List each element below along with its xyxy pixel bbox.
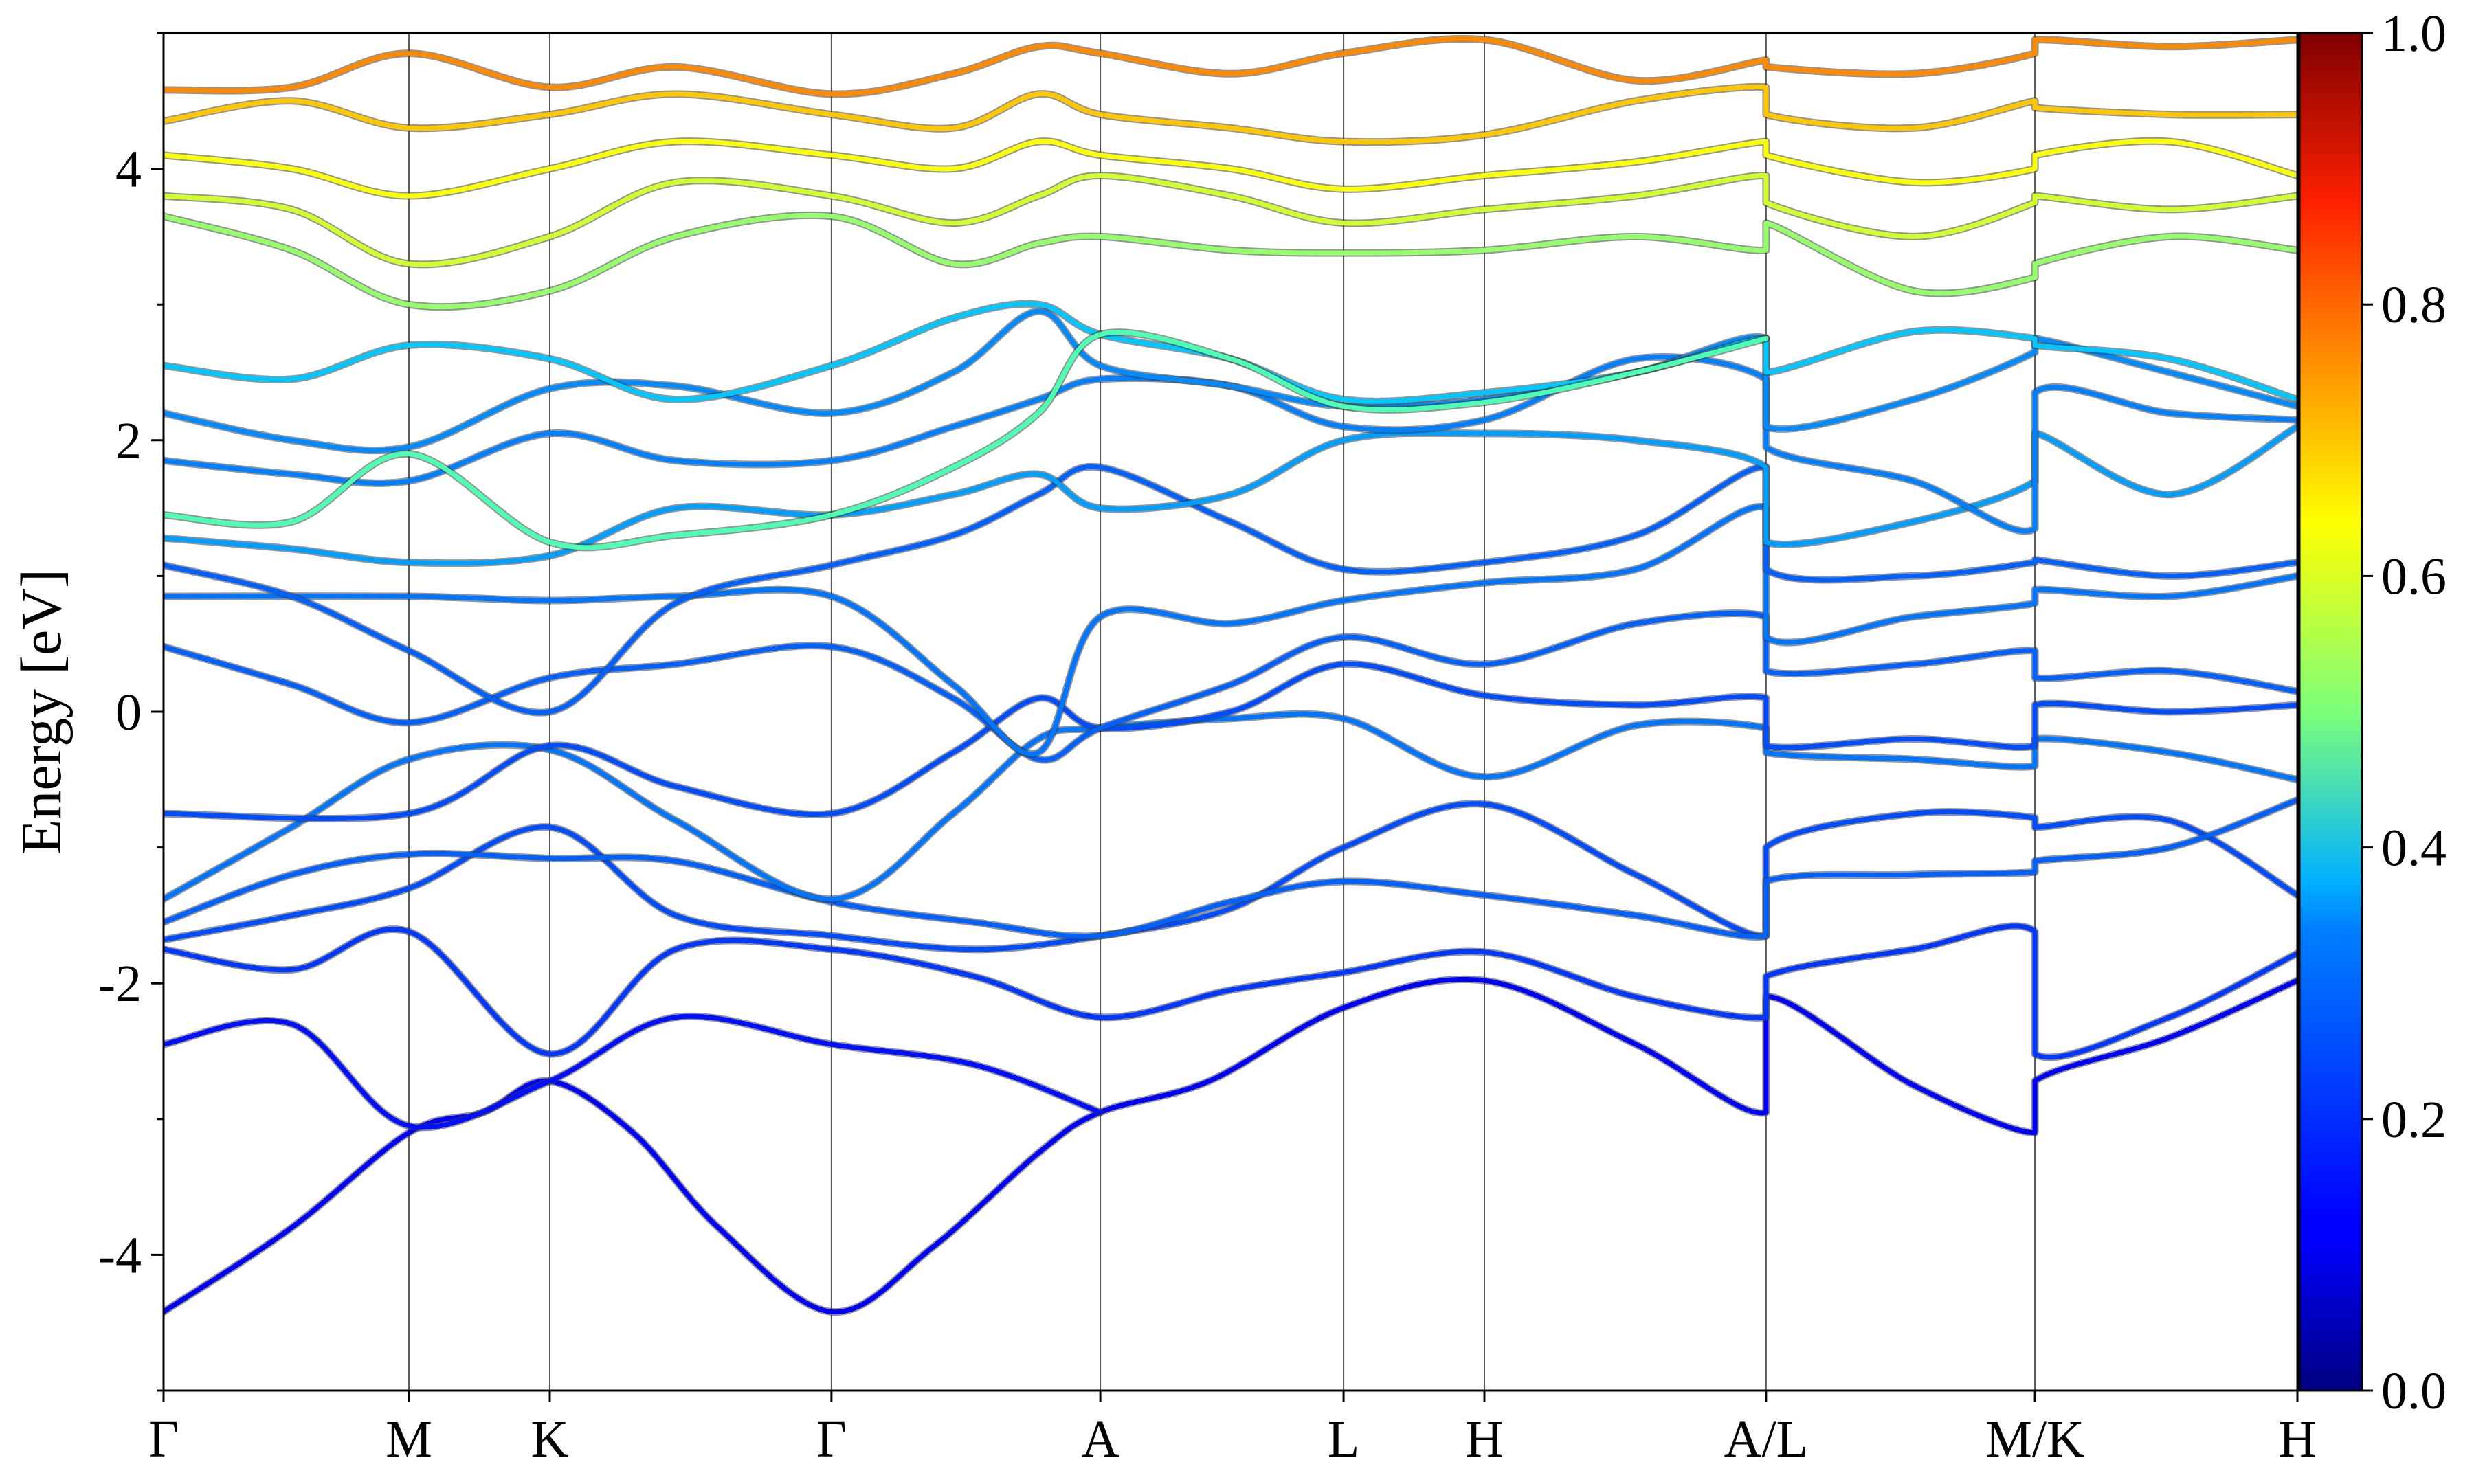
y-tick-label: 2 [115,412,142,470]
colorbar-tick-label: 0.8 [2381,276,2447,334]
colorbar-tick-label: 0.0 [2381,1362,2447,1420]
band-line [164,662,2297,822]
y-tick-label: -4 [98,1226,142,1284]
band-line [164,84,2297,145]
x-tick-label: M [386,1410,432,1468]
x-tick-label: A [1082,1410,1119,1468]
band-line [164,976,2297,1314]
high-symmetry-lines [408,33,2036,1391]
band-line-outline [164,211,2297,311]
x-tick-label: H [2279,1410,2317,1468]
band-line-outline [164,796,2297,941]
band-lines [164,34,2297,1316]
band-line [164,172,2297,267]
band-line [164,36,2297,97]
colorbar-tick-label: 0.4 [2381,820,2447,877]
band-line [164,1013,1103,1130]
x-tick-label: K [531,1410,569,1468]
y-tick-label: 4 [115,141,142,199]
band-line [164,801,2297,952]
band-line [164,611,2297,763]
y-axis-ticks: -4 -2 0 2 4 [98,32,164,1392]
x-tick-label: H [1466,1410,1504,1468]
colorbar-ticks: 0.0 0.2 0.4 0.6 0.8 1.0 [2362,5,2447,1420]
band-line-outline [164,975,2297,1316]
band-line [164,138,2297,199]
x-tick-label: Γ [816,1410,847,1468]
band-line [164,330,1769,550]
band-line [164,797,2297,939]
band-line [164,424,2297,566]
band-line [164,308,2297,453]
colorbar-tick-label: 0.2 [2381,1091,2447,1149]
x-tick-label: Γ [148,1410,179,1468]
x-tick-label: M/K [1985,1410,2084,1468]
colorbar: 0.0 0.2 0.4 0.6 0.8 1.0 [2298,5,2447,1420]
band-line [164,923,2297,1060]
y-tick-label: -2 [98,955,142,1013]
x-tick-label: A/L [1724,1410,1808,1468]
colorbar-tick-label: 0.6 [2381,548,2447,605]
band-line [164,504,2297,756]
x-axis-ticks: Γ M K Γ A L H A/L M/K H [148,1391,2316,1468]
colorbar-tick-label: 1.0 [2381,5,2447,63]
x-tick-label: L [1328,1410,1359,1468]
colorbar-gradient [2298,32,2363,1392]
y-tick-label: 0 [115,684,142,741]
y-axis-label: Energy [eV] [10,569,74,855]
band-line [164,212,2297,310]
